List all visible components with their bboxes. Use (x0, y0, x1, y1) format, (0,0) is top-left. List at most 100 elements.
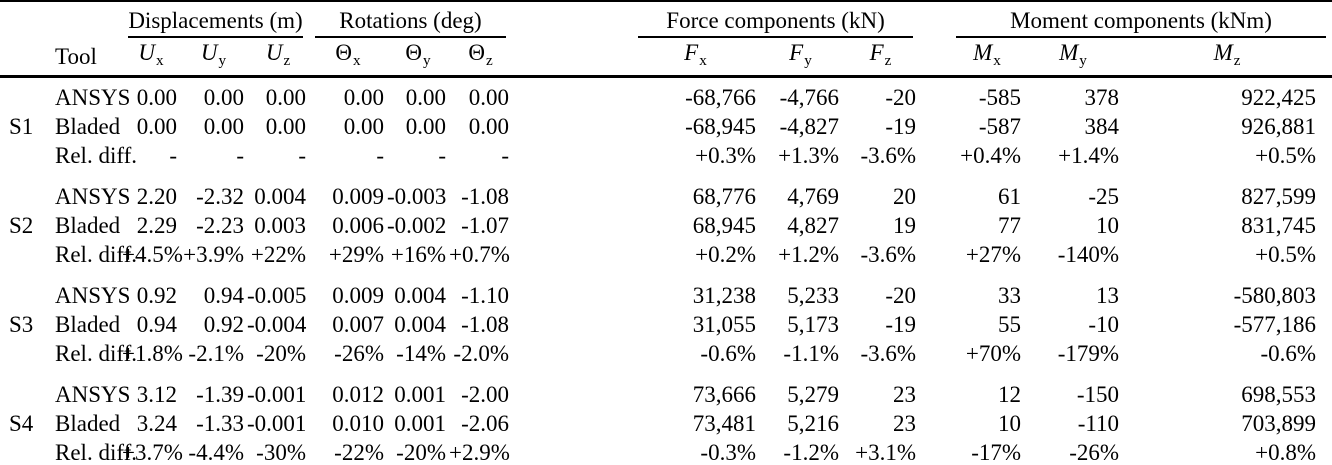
tool-cell: Rel. diff. (55, 241, 137, 267)
value-cell: 4,827 (787, 212, 839, 238)
value-cell: 10 (1096, 212, 1120, 238)
value-cell: -179% (1057, 340, 1120, 366)
col-header-theta-z: Θz (449, 38, 512, 78)
value-cell: 0.00 (203, 113, 244, 139)
table-row-s3-ansys: S3 ANSYS 0.92 0.94 -0.005 0.009 0.004 -1.10 31,2… (0, 269, 1332, 337)
spacer-cell (512, 38, 632, 78)
value-cell: 13 (1096, 282, 1120, 308)
value-cell: - (376, 142, 384, 168)
table-row-s1-ansys: S1 ANSYS 0.00 0.00 0.00 0.00 0.00 0.00 -68,766 -4… (0, 76, 1332, 139)
value-cell: -68,945 (685, 113, 756, 139)
value-cell: -25 (1088, 183, 1120, 209)
value-cell: - (169, 142, 177, 168)
column-group-row: Displacements (m) Rotations (deg) Force … (0, 1, 1332, 38)
value-cell: 5,279 (787, 381, 839, 407)
row-group-label: S4 (9, 410, 34, 436)
value-cell: 0.00 (265, 84, 306, 110)
value-cell: 827,599 (1241, 183, 1317, 209)
value-cell: 0.009 (332, 282, 384, 308)
value-cell: 0.009 (332, 183, 384, 209)
value-cell: -26% (1069, 439, 1120, 465)
value-cell: 378 (1084, 84, 1120, 110)
value-cell: -0.001 (247, 410, 307, 436)
value-cell: -2.0% (453, 340, 509, 366)
value-cell: 0.004 (394, 282, 446, 308)
spacer-cell (512, 1, 632, 38)
spacer-cell (512, 310, 632, 339)
value-cell: 3.24 (136, 410, 177, 436)
tool-cell: ANSYS (55, 84, 131, 110)
group-label: Rotations (deg) (339, 8, 482, 33)
value-cell: 3.12 (136, 381, 177, 407)
spacer-cell (919, 211, 950, 240)
value-cell: +0.8% (1255, 439, 1317, 465)
table-row-s1-rel-diff: Rel. diff. - - - - - - +0.3% +1.3% -3.6% +0.4% +1.4… (0, 141, 1332, 170)
col-header-u-z: Uz (247, 38, 309, 78)
spacer-cell (919, 339, 950, 368)
value-cell: +1.3% (778, 142, 839, 168)
value-cell: +4.5% (122, 241, 183, 267)
value-cell: -580,803 (1233, 282, 1317, 308)
value-cell: 73,481 (692, 410, 756, 436)
value-cell: 0.012 (332, 381, 384, 407)
value-cell: 5,216 (787, 410, 839, 436)
spacer-cell (919, 438, 950, 465)
value-cell: 703,899 (1241, 410, 1317, 436)
col-header-f-y: Fy (759, 38, 842, 78)
tool-cell: Bladed (55, 311, 121, 337)
spacer-cell (919, 409, 950, 438)
tool-cell: Bladed (55, 113, 121, 139)
col-header-theta-x: Θx (309, 38, 387, 78)
value-cell: -585 (978, 84, 1022, 110)
value-cell: -1.10 (461, 282, 509, 308)
column-group-displacements: Displacements (m) (122, 1, 309, 38)
results-table-body: S1 ANSYS 0.00 0.00 0.00 0.00 0.00 0.00 -68,766 -4… (0, 76, 1332, 465)
value-cell: 0.00 (265, 113, 306, 139)
value-cell: -14% (396, 340, 446, 366)
spacer-cell (919, 368, 950, 409)
value-cell: 20 (893, 183, 917, 209)
tool-cell: ANSYS (55, 282, 131, 308)
tool-cell: Rel. diff. (55, 439, 137, 465)
tool-cell: ANSYS (55, 183, 131, 209)
spacer-cell (919, 112, 950, 141)
table-row-s2-bladed: Bladed 2.29 -2.23 0.003 0.006 -0.002 -1.07 68,9… (0, 211, 1332, 240)
value-cell: 0.00 (343, 84, 384, 110)
spacer-cell (919, 269, 950, 310)
tool-cell: Bladed (55, 212, 121, 238)
value-cell: +70% (965, 340, 1022, 366)
value-cell: -2.06 (461, 410, 509, 436)
value-cell: 0.004 (394, 311, 446, 337)
spacer-cell (512, 339, 632, 368)
value-cell: -4.4% (188, 439, 244, 465)
tool-cell: Rel. diff. (55, 142, 137, 168)
value-cell: 55 (998, 311, 1022, 337)
col-header-f-z: Fz (842, 38, 920, 78)
value-cell: +0.7% (449, 241, 510, 267)
value-cell: 0.00 (405, 84, 446, 110)
value-cell: 33 (998, 282, 1022, 308)
value-cell: 0.92 (203, 311, 244, 337)
value-cell: +0.2% (695, 241, 756, 267)
value-cell: -22% (334, 439, 384, 465)
value-cell: +2.9% (449, 439, 510, 465)
spacer-cell (512, 438, 632, 465)
spacer-cell (512, 141, 632, 170)
empty-header-cell (0, 38, 46, 78)
value-cell: -0.003 (387, 183, 447, 209)
value-cell: -19 (885, 113, 917, 139)
value-cell: 4,769 (787, 183, 839, 209)
spacer-cell (512, 211, 632, 240)
value-cell: -20% (256, 340, 306, 366)
value-cell: -68,766 (685, 84, 756, 110)
value-cell: 5,233 (787, 282, 839, 308)
value-cell: 61 (998, 183, 1022, 209)
value-cell: 922,425 (1241, 84, 1317, 110)
value-cell: +22% (250, 241, 306, 267)
value-cell: -3.6% (860, 340, 917, 366)
value-cell: 0.007 (332, 311, 384, 337)
value-cell: +29% (328, 241, 384, 267)
value-cell: +3.9% (183, 241, 244, 267)
group-label: Displacements (m) (128, 8, 303, 33)
